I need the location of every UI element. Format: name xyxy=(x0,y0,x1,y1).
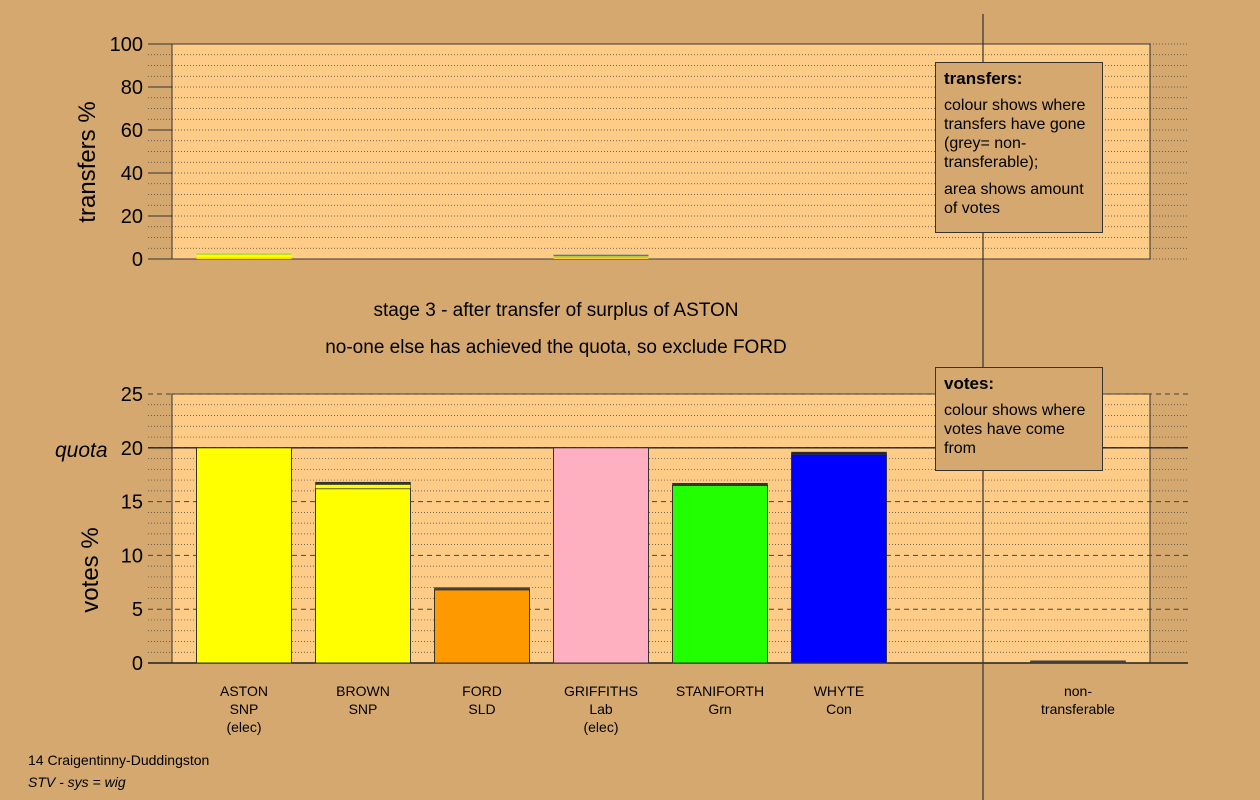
candidate-label: FORD SLD xyxy=(462,683,502,717)
candidate-label-line: SNP xyxy=(349,701,378,717)
votes-y-tick-label: 20 xyxy=(121,438,143,460)
candidate-label-line: GRIFFITHS xyxy=(564,683,638,699)
transfer-bar-segment xyxy=(553,254,649,256)
candidate-label-line: transferable xyxy=(1041,701,1115,717)
bars-layer xyxy=(196,253,1126,664)
vote-bar-segment xyxy=(791,451,887,455)
quota-label: quota xyxy=(55,439,108,462)
candidate-label: BROWN SNP xyxy=(336,683,390,717)
candidate-label-line: FORD xyxy=(462,683,502,699)
vote-bar-segment xyxy=(1030,660,1126,664)
vote-bar-segment xyxy=(672,483,768,486)
transfers-legend-colour: colour shows where transfers have gone (… xyxy=(944,97,1086,171)
transfers-y-tick-label: 40 xyxy=(121,163,143,185)
stage-caption: stage 3 - after transfer of surplus of A… xyxy=(373,300,739,321)
transfers-y-tick-label: 0 xyxy=(132,249,143,271)
exclusion-caption: no-one else has achieved the quota, so e… xyxy=(325,337,787,358)
candidate-label-line: (elec) xyxy=(226,719,261,735)
candidate-label-line: (elec) xyxy=(583,719,618,735)
votes-y-tick-label: 5 xyxy=(132,599,143,621)
candidate-label-line: Con xyxy=(826,701,852,717)
vote-bar-brown xyxy=(315,488,411,664)
candidate-label-line: STANIFORTH xyxy=(676,683,764,699)
candidate-label-line: Grn xyxy=(708,701,731,717)
transfers-legend-title: transfers: xyxy=(944,69,1023,88)
candidate-label: GRIFFITHS Lab (elec) xyxy=(564,683,638,735)
candidate-label-line: WHYTE xyxy=(814,683,865,699)
candidate-label: ASTON SNP (elec) xyxy=(220,683,268,735)
transfer-bar-segment xyxy=(196,257,292,259)
vote-bar-staniforth xyxy=(672,484,768,664)
candidate-label-line: BROWN xyxy=(336,683,390,699)
candidate-label: STANIFORTH Grn xyxy=(676,683,764,717)
candidate-labels: ASTON SNP (elec) BROWN SNP FORD SLD GRIFFITHS La… xyxy=(220,683,1115,735)
transfer-bar-segment xyxy=(196,253,292,255)
candidate-label-line: non- xyxy=(1064,683,1092,699)
votes-legend-title: votes: xyxy=(944,374,995,393)
votes-legend-colour: colour shows where votes have come from xyxy=(944,402,1086,457)
transfer-bar-segment xyxy=(553,257,649,259)
vote-bar-segment xyxy=(315,481,411,485)
transfers-y-tick-label: 100 xyxy=(110,34,143,56)
candidate-label-line: ASTON xyxy=(220,683,268,699)
system-name: STV - sys = wig xyxy=(28,774,126,790)
candidate-label-line: Lab xyxy=(589,701,613,717)
candidate-label-line: SNP xyxy=(230,701,259,717)
vote-bar-ford xyxy=(434,589,530,664)
candidate-label-line: SLD xyxy=(468,701,495,717)
ward-name: 14 Craigentinny-Duddingston xyxy=(28,752,210,768)
transfers-y-tick-label: 80 xyxy=(121,77,143,99)
candidate-label: non-transferable xyxy=(1041,683,1115,717)
vote-bar-aston xyxy=(196,447,292,664)
vote-bar-whyte xyxy=(791,453,887,664)
votes-y-tick-label: 15 xyxy=(121,492,143,514)
votes-legend: votes: colour shows where votes have com… xyxy=(935,367,1103,471)
transfers-y-tick-label: 60 xyxy=(121,120,143,142)
transfer-bar-segment xyxy=(553,255,649,258)
votes-y-tick-label: 10 xyxy=(121,545,143,567)
votes-y-tick-label: 25 xyxy=(121,384,143,406)
candidate-label: WHYTE Con xyxy=(814,683,865,717)
vote-bar-griffiths xyxy=(553,447,649,664)
vote-bar-segment xyxy=(434,587,530,591)
transfers-y-tick-label: 20 xyxy=(121,206,143,228)
transfers-legend-area: area shows amount of votes xyxy=(944,181,1084,217)
transfers-y-axis-label: transfers % xyxy=(74,101,101,222)
transfer-bar-segment xyxy=(196,254,292,258)
transfers-legend: transfers: colour shows where transfers … xyxy=(935,62,1103,233)
votes-y-axis-label: votes % xyxy=(77,527,104,612)
votes-y-tick-label: 0 xyxy=(132,653,143,675)
vote-bar-segment xyxy=(315,484,411,489)
